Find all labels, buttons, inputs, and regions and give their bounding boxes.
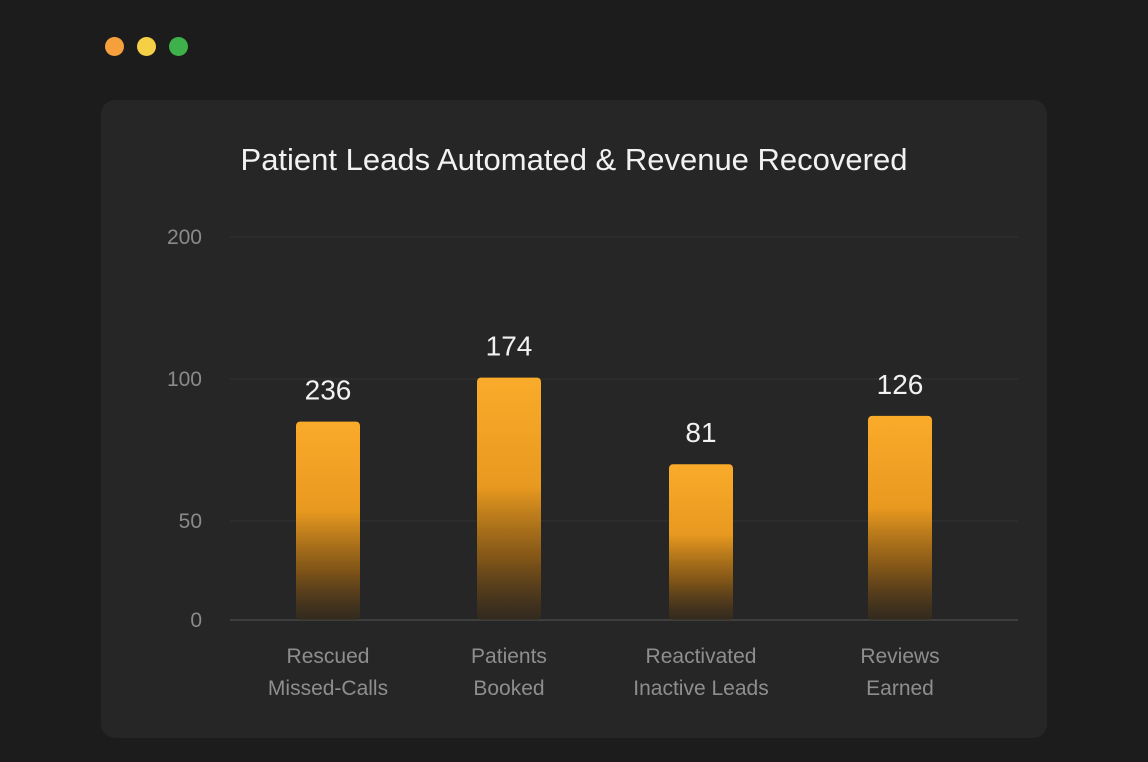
data-label: 126 — [877, 369, 924, 400]
chart-title: Patient Leads Automated & Revenue Recove… — [240, 142, 908, 177]
window-controls — [105, 37, 188, 56]
x-tick-label: Inactive Leads — [633, 677, 768, 700]
y-tick-label: 200 — [167, 226, 202, 249]
x-tick-label: Booked — [473, 677, 544, 700]
x-tick-label: Rescued — [287, 645, 370, 668]
data-label: 236 — [305, 375, 352, 406]
x-tick-label: Reactivated — [646, 645, 757, 668]
x-tick-label: Earned — [866, 677, 934, 700]
minimize-button[interactable] — [137, 37, 156, 56]
maximize-button[interactable] — [169, 37, 188, 56]
y-tick-label: 50 — [179, 510, 202, 533]
x-tick-label: Patients — [471, 645, 547, 668]
bar — [296, 421, 360, 620]
close-button[interactable] — [105, 37, 124, 56]
bar — [868, 415, 932, 620]
bar — [477, 377, 541, 620]
y-tick-label: 100 — [167, 368, 202, 391]
x-tick-label: Missed-Calls — [268, 677, 388, 700]
y-tick-label: 0 — [190, 609, 202, 632]
x-tick-label: Reviews — [860, 645, 939, 668]
data-label: 174 — [486, 331, 533, 362]
data-label: 81 — [685, 417, 716, 448]
bar — [669, 464, 733, 620]
